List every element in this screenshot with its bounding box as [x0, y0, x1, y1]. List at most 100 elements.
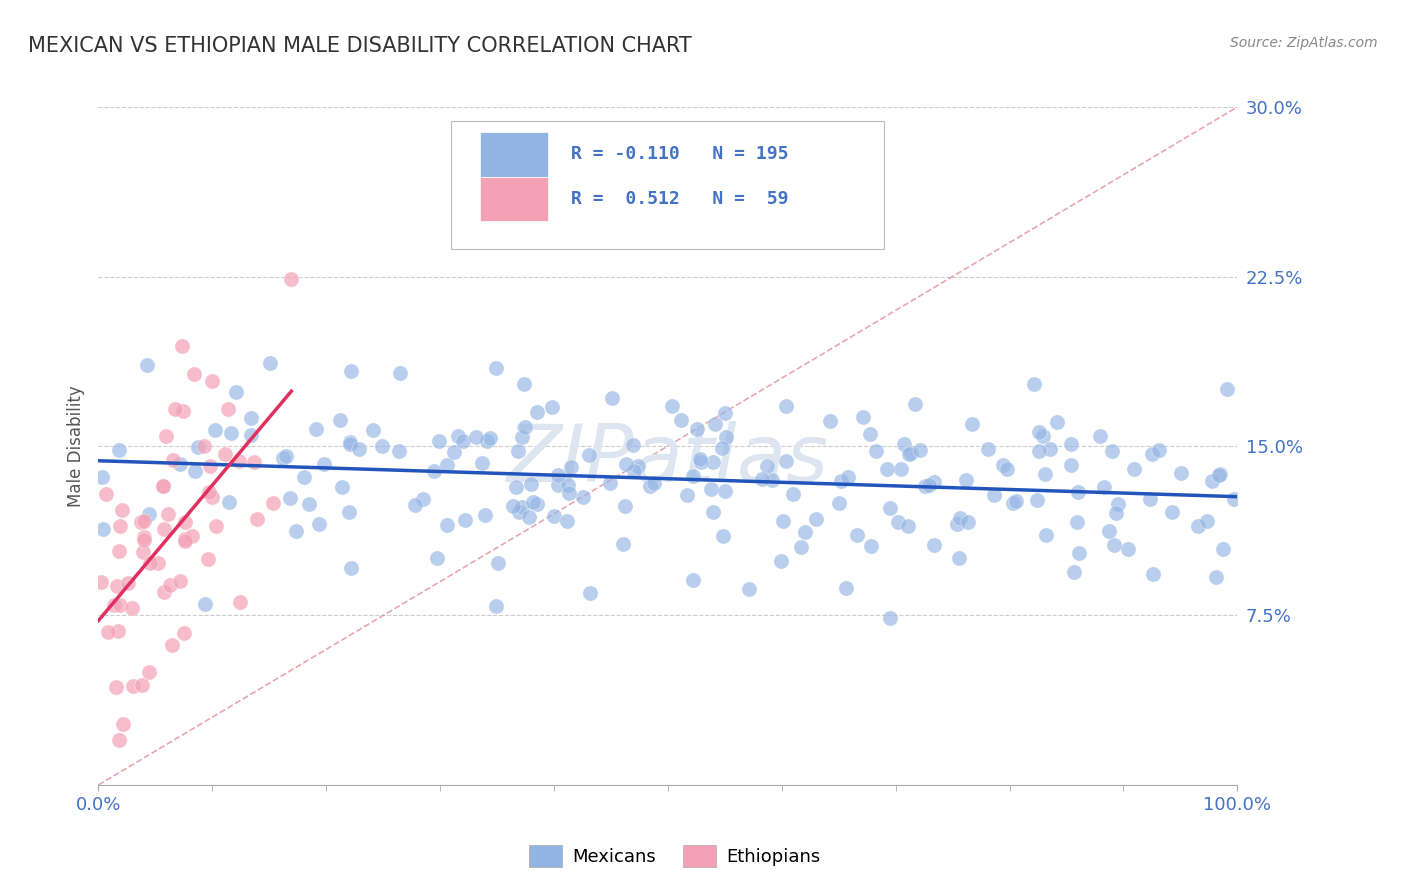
Point: [700, 482, 723, 496]
Point: [112, 717, 135, 731]
Point: [278, 491, 301, 505]
Point: [572, 490, 595, 504]
Point: [131, 544, 153, 558]
Point: [172, 404, 194, 418]
Point: [876, 462, 898, 476]
Point: [897, 447, 920, 461]
Point: [1147, 443, 1170, 458]
Point: [685, 422, 707, 436]
Point: [308, 516, 330, 531]
Point: [512, 500, 534, 515]
Point: [614, 457, 637, 471]
Point: [1005, 493, 1028, 508]
Point: [1139, 492, 1161, 507]
Point: [174, 533, 197, 548]
Point: [830, 474, 852, 488]
Point: [908, 442, 931, 457]
Point: [1170, 466, 1192, 480]
Point: [337, 505, 360, 519]
Point: [105, 680, 128, 694]
Point: [474, 508, 496, 522]
Point: [983, 488, 1005, 502]
Point: [600, 391, 623, 405]
Point: [90, 470, 112, 484]
Point: [547, 478, 569, 492]
Point: [157, 507, 180, 521]
Point: [486, 556, 509, 570]
Point: [737, 582, 759, 597]
Point: [201, 491, 224, 505]
Point: [828, 496, 851, 510]
Point: [1215, 382, 1237, 396]
Point: [991, 458, 1014, 472]
Point: [1035, 528, 1057, 542]
Point: [689, 452, 711, 467]
Point: [614, 499, 637, 513]
Point: [108, 544, 131, 558]
Point: [1102, 538, 1125, 552]
Point: [713, 406, 735, 420]
Point: [960, 417, 983, 432]
Point: [117, 576, 139, 591]
Point: [94, 487, 117, 501]
Point: [219, 426, 242, 441]
Point: [129, 515, 152, 529]
Point: [1063, 565, 1085, 579]
Point: [174, 532, 197, 546]
Point: [879, 500, 901, 515]
Point: [702, 505, 724, 519]
Point: [517, 510, 540, 524]
Point: [451, 434, 474, 448]
Point: [859, 426, 882, 441]
Point: [330, 480, 353, 494]
Point: [284, 524, 307, 539]
Point: [510, 430, 533, 444]
Point: [599, 475, 621, 490]
Point: [443, 444, 465, 458]
Point: [479, 431, 502, 445]
Point: [217, 401, 239, 416]
Point: [347, 442, 370, 456]
FancyBboxPatch shape: [451, 120, 884, 250]
Point: [239, 411, 262, 425]
Point: [1101, 444, 1123, 458]
Y-axis label: Male Disability: Male Disability: [66, 385, 84, 507]
Point: [111, 503, 134, 517]
Point: [105, 579, 128, 593]
Point: [146, 556, 169, 570]
Point: [627, 458, 650, 473]
Point: [557, 478, 579, 492]
Point: [152, 522, 174, 536]
Point: [183, 367, 205, 381]
Point: [1066, 515, 1088, 529]
Point: [152, 478, 174, 492]
Point: [1066, 484, 1088, 499]
Point: [1161, 505, 1184, 519]
Point: [879, 610, 901, 624]
Point: [834, 581, 856, 595]
Point: [682, 469, 704, 483]
Point: [526, 497, 548, 511]
Point: [139, 556, 162, 570]
Point: [97, 624, 120, 639]
Point: [711, 529, 734, 543]
Point: [389, 366, 412, 380]
Point: [225, 385, 247, 400]
Point: [214, 447, 236, 461]
Point: [371, 439, 394, 453]
Point: [239, 428, 262, 442]
Point: [243, 455, 266, 469]
Point: [404, 498, 426, 512]
Point: [1046, 415, 1069, 429]
Point: [1140, 447, 1163, 461]
Point: [772, 514, 794, 528]
FancyBboxPatch shape: [479, 177, 548, 220]
Point: [329, 412, 352, 426]
Point: [1123, 462, 1146, 476]
Point: [387, 443, 409, 458]
Point: [90, 574, 112, 589]
Point: [152, 479, 174, 493]
Point: [475, 434, 498, 448]
Point: [508, 505, 530, 519]
Point: [714, 483, 737, 498]
